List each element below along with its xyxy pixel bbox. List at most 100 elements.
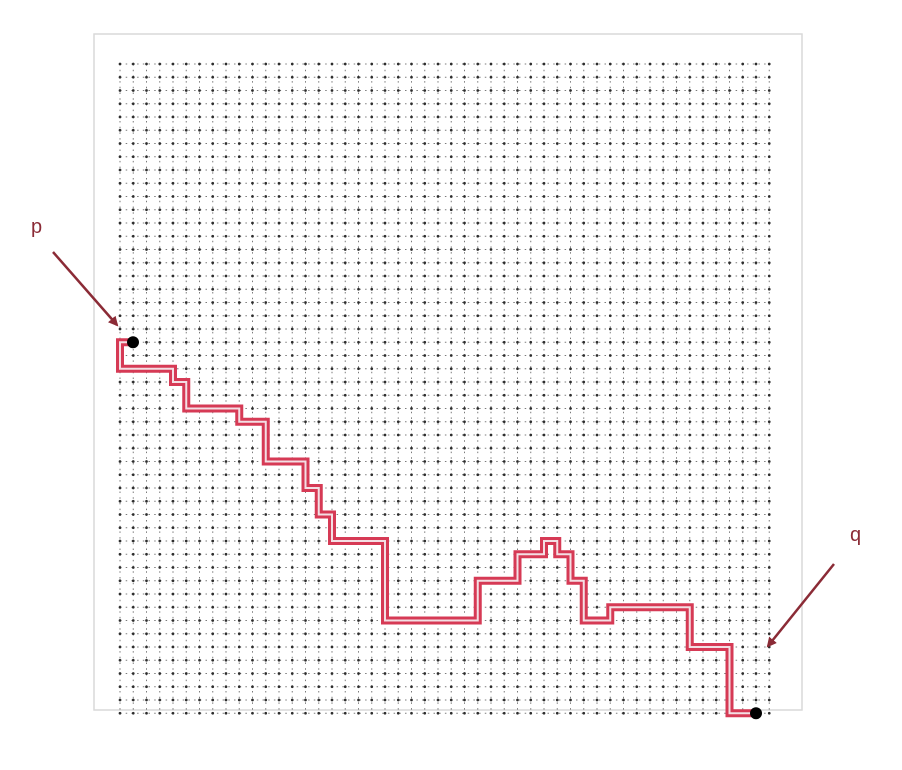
grid-node [741,605,745,609]
grid-node [343,473,347,477]
grid-node [595,89,599,92]
grid-node [767,579,771,583]
grid-node [714,393,718,397]
grid-node [330,340,334,344]
start-label: p [31,216,42,238]
grid-node [118,380,122,384]
grid-node [635,75,639,79]
grid-node [343,75,347,79]
grid-node [131,513,135,516]
grid-node [728,195,731,198]
grid-node [251,393,254,397]
grid-node [290,658,294,662]
grid-node [370,433,374,437]
grid-node [171,526,175,530]
grid-node [343,181,347,185]
grid-node [171,592,175,596]
grid-node [529,380,533,384]
grid-node [383,486,387,490]
grid-node [383,287,387,291]
grid-node [304,314,307,318]
grid-node [330,645,334,649]
grid-node [343,354,347,357]
grid-node [449,393,453,397]
grid-node [383,446,387,450]
grid-node [184,605,188,609]
grid-node [118,128,122,132]
grid-node [198,62,201,66]
grid-node [476,446,480,450]
grid-node [449,75,453,79]
grid-node [582,274,586,278]
grid-node [555,407,559,410]
grid-node [118,142,122,145]
grid-node [741,367,745,371]
grid-node [198,221,201,225]
grid-node [370,354,374,357]
grid-node [608,327,612,331]
grid-node [516,75,519,79]
grid-node [449,221,453,225]
grid-node [648,367,652,371]
grid-node [436,473,440,477]
grid-node [502,195,506,198]
grid-node [357,274,360,278]
grid-node [396,433,400,437]
grid-node [661,433,665,437]
grid-node [343,340,347,344]
grid-node [370,486,374,490]
grid-node [118,539,122,543]
grid-node [211,142,215,145]
grid-node [330,181,334,185]
grid-node [145,221,148,225]
grid-node [224,420,228,424]
grid-node [131,168,135,172]
grid-node [688,420,692,424]
grid-node [357,420,360,424]
grid-node [410,433,413,437]
grid-node [555,301,559,304]
grid-node [701,486,705,490]
grid-node [131,261,135,265]
grid-node [436,274,440,278]
grid-node [277,473,281,477]
grid-node [767,115,771,119]
grid-node [701,658,705,662]
grid-node [304,499,307,503]
grid-node [264,711,268,715]
grid-node [410,658,413,662]
grid-node [304,698,307,702]
grid-node [529,261,533,265]
grid-node [304,711,307,715]
grid-node [198,234,201,238]
grid-node [767,539,771,543]
grid-node [463,446,466,450]
grid-node [131,619,135,622]
grid-node [290,314,294,318]
grid-node [661,195,665,198]
grid-node [449,539,453,543]
grid-node [423,62,427,66]
grid-node [714,75,718,79]
grid-node [145,460,148,463]
grid-node [264,181,268,185]
grid-node [555,433,559,437]
grid-node [754,619,758,622]
grid-node [357,672,360,675]
grid-node [251,672,254,675]
grid-node [741,645,745,649]
grid-node [463,685,466,689]
grid-node [608,155,612,159]
grid-node [118,208,122,212]
grid-node [635,274,639,278]
grid-node [463,645,466,649]
grid-node [237,181,241,185]
grid-node [436,420,440,424]
grid-node [277,128,281,132]
grid-node [741,62,745,66]
grid-node [635,221,639,225]
grid-node [131,672,135,675]
grid-node [463,711,466,715]
grid-node [410,142,413,145]
grid-node [211,301,215,304]
